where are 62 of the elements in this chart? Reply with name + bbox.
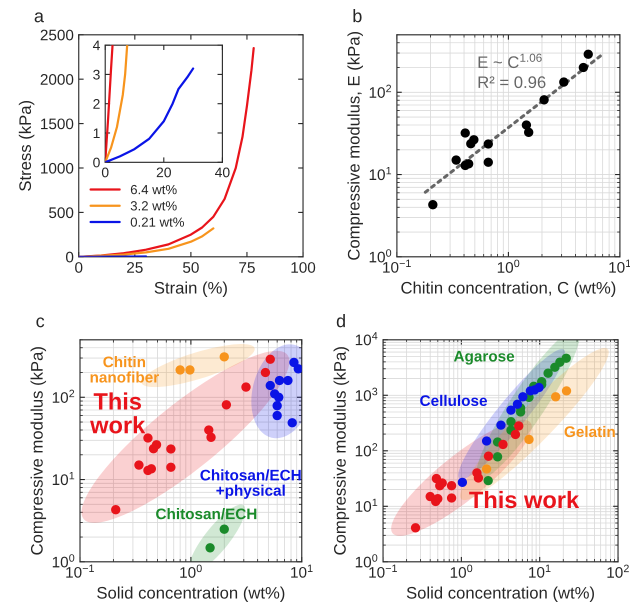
y-tick-label: 2: [93, 99, 100, 109]
annotation: E ~ C$^{1.06}$: [478, 54, 542, 68]
chart-title: a: [34, 12, 44, 22]
y-axis-title: Compressive modulus, E (kPa): [347, 32, 363, 260]
legend-label: 3.2 wt%: [130, 201, 177, 211]
y-tick-label: 1: [94, 128, 100, 138]
x-tick-label: 10$^{2}$: [607, 564, 629, 578]
x-axis-title: Strain (%): [154, 281, 227, 297]
y-tick-label: 0: [66, 252, 74, 262]
x-tick-label: 0: [75, 262, 82, 273]
y-tick-label: 4: [92, 40, 100, 50]
chart-title: d: [336, 314, 345, 328]
text: Chitosan/ECH +physical: [200, 469, 301, 499]
line-series: [105, 67, 194, 162]
series-label: Chitin nanofiber: [90, 356, 159, 383]
legend-label: 0.21 wt%: [130, 217, 184, 227]
x-tick-label: 100: [291, 262, 316, 273]
series-label: Gelatin: [564, 426, 615, 438]
series-label: This work: [469, 490, 580, 508]
y-tick-label: 3: [93, 70, 100, 80]
x-tick-label: 25: [127, 262, 143, 273]
x-tick-label: 10$^{0}$: [498, 260, 520, 273]
y-tick-label: 10$^{4}$: [356, 332, 378, 346]
x-tick-label: 10$^{1}$: [529, 564, 550, 578]
y-tick-label: 10$^{3}$: [356, 388, 378, 401]
y-tick-label: 10$^{2}$: [370, 84, 392, 98]
legend-label: 6.4 wt%: [130, 184, 177, 194]
y-tick-label: 500: [49, 207, 74, 218]
x-tick-label: 40: [214, 167, 230, 178]
chart-title: c: [36, 317, 44, 328]
series-label: Chitosan/ECH: [156, 508, 256, 520]
x-tick-label: 0: [102, 167, 109, 178]
y-tick-label: 1000: [41, 162, 74, 174]
x-tick-label: 10$^{0}$: [180, 564, 202, 578]
y-tick-label: 10$^{0}$: [356, 554, 378, 568]
y-tick-label: 10$^{0}$: [52, 554, 74, 568]
x-tick-label: 10$^{1}$: [291, 564, 313, 578]
x-tick-label: 75: [239, 262, 255, 273]
y-tick-label: 10$^{1}$: [52, 472, 74, 486]
series-label: Agarose: [454, 350, 514, 365]
x-axis-title: Solid concentration (wt%): [97, 586, 284, 602]
x-axis-title: Solid concentration (wt%): [406, 586, 594, 602]
y-tick-label: 2000: [40, 74, 74, 85]
x-axis-title: Chitin concentration, C (wt%): [401, 281, 616, 297]
y-tick-label: 10$^{0}$: [370, 249, 392, 262]
y-tick-label: 0: [93, 158, 100, 168]
chart-title: b: [353, 9, 362, 22]
y-axis-title: Compressive modulus (kPa): [30, 347, 46, 555]
x-tick-label: 10$^{−1}$: [383, 260, 411, 273]
y-tick-label: 2500: [40, 30, 74, 40]
series-label: This work: [90, 392, 146, 434]
x-tick-label: 50: [183, 262, 199, 273]
y-tick-label: 10$^{2}$: [356, 443, 378, 456]
y-axis-title: Compressive modulus (kPa): [334, 347, 350, 555]
x-tick-label: 20: [156, 167, 171, 178]
annotation: R² = 0.96: [478, 76, 546, 88]
y-tick-label: 10$^{2}$: [52, 390, 74, 403]
y-axis-title: Stress (kPa): [18, 100, 34, 191]
series-label: Cellulose: [420, 394, 487, 406]
x-tick-label: 10$^{0}$: [450, 564, 472, 578]
y-tick-label: 1500: [41, 118, 74, 130]
y-tick-label: 10$^{1}$: [356, 498, 378, 512]
